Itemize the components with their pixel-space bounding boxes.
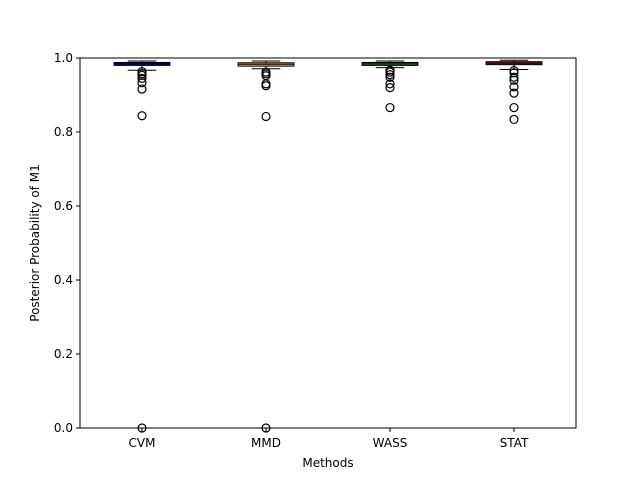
y-tick-label: 0.6 — [54, 199, 73, 213]
outlier-point — [509, 88, 519, 98]
outlier-point — [261, 81, 271, 91]
outlier-point — [385, 102, 395, 113]
outlier-point — [509, 114, 519, 125]
x-axis-label: Methods — [302, 456, 353, 470]
outlier-point — [509, 75, 519, 85]
outlier-point — [509, 68, 519, 78]
y-tick-label: 1.0 — [54, 51, 73, 65]
box-wass — [361, 60, 419, 113]
y-tick-label: 0.8 — [54, 125, 73, 139]
outlier-point — [261, 111, 271, 122]
y-axis-label: Posterior Probability of M1 — [28, 164, 42, 321]
outlier-point — [137, 78, 147, 88]
x-tick-label: MMD — [251, 436, 281, 450]
x-axis: CVM MMD WASS STAT — [129, 428, 529, 450]
outlier-point — [137, 111, 147, 121]
box-mmd — [237, 60, 295, 433]
outlier-point — [137, 84, 147, 94]
x-tick-label: WASS — [373, 436, 408, 450]
x-tick-label: STAT — [500, 436, 529, 450]
y-tick-label: 0.0 — [54, 421, 73, 435]
outlier-point — [509, 72, 519, 82]
box-stat — [485, 59, 543, 125]
outlier-point — [137, 73, 147, 83]
outlier-point — [509, 102, 519, 113]
outlier-point — [385, 79, 395, 89]
outlier-point — [385, 67, 395, 77]
box-cvm — [113, 60, 171, 433]
outlier-point — [385, 70, 395, 80]
plot-frame — [79, 57, 577, 429]
plot-content — [113, 59, 543, 433]
x-tick-label: CVM — [129, 436, 156, 450]
outlier-point — [385, 82, 395, 93]
outlier-point — [385, 72, 395, 82]
y-tick-label: 0.2 — [54, 347, 73, 361]
outlier-point — [509, 82, 519, 92]
y-axis: 0.0 0.2 0.4 0.6 0.8 1.0 — [54, 51, 80, 435]
y-tick-label: 0.4 — [54, 273, 73, 287]
